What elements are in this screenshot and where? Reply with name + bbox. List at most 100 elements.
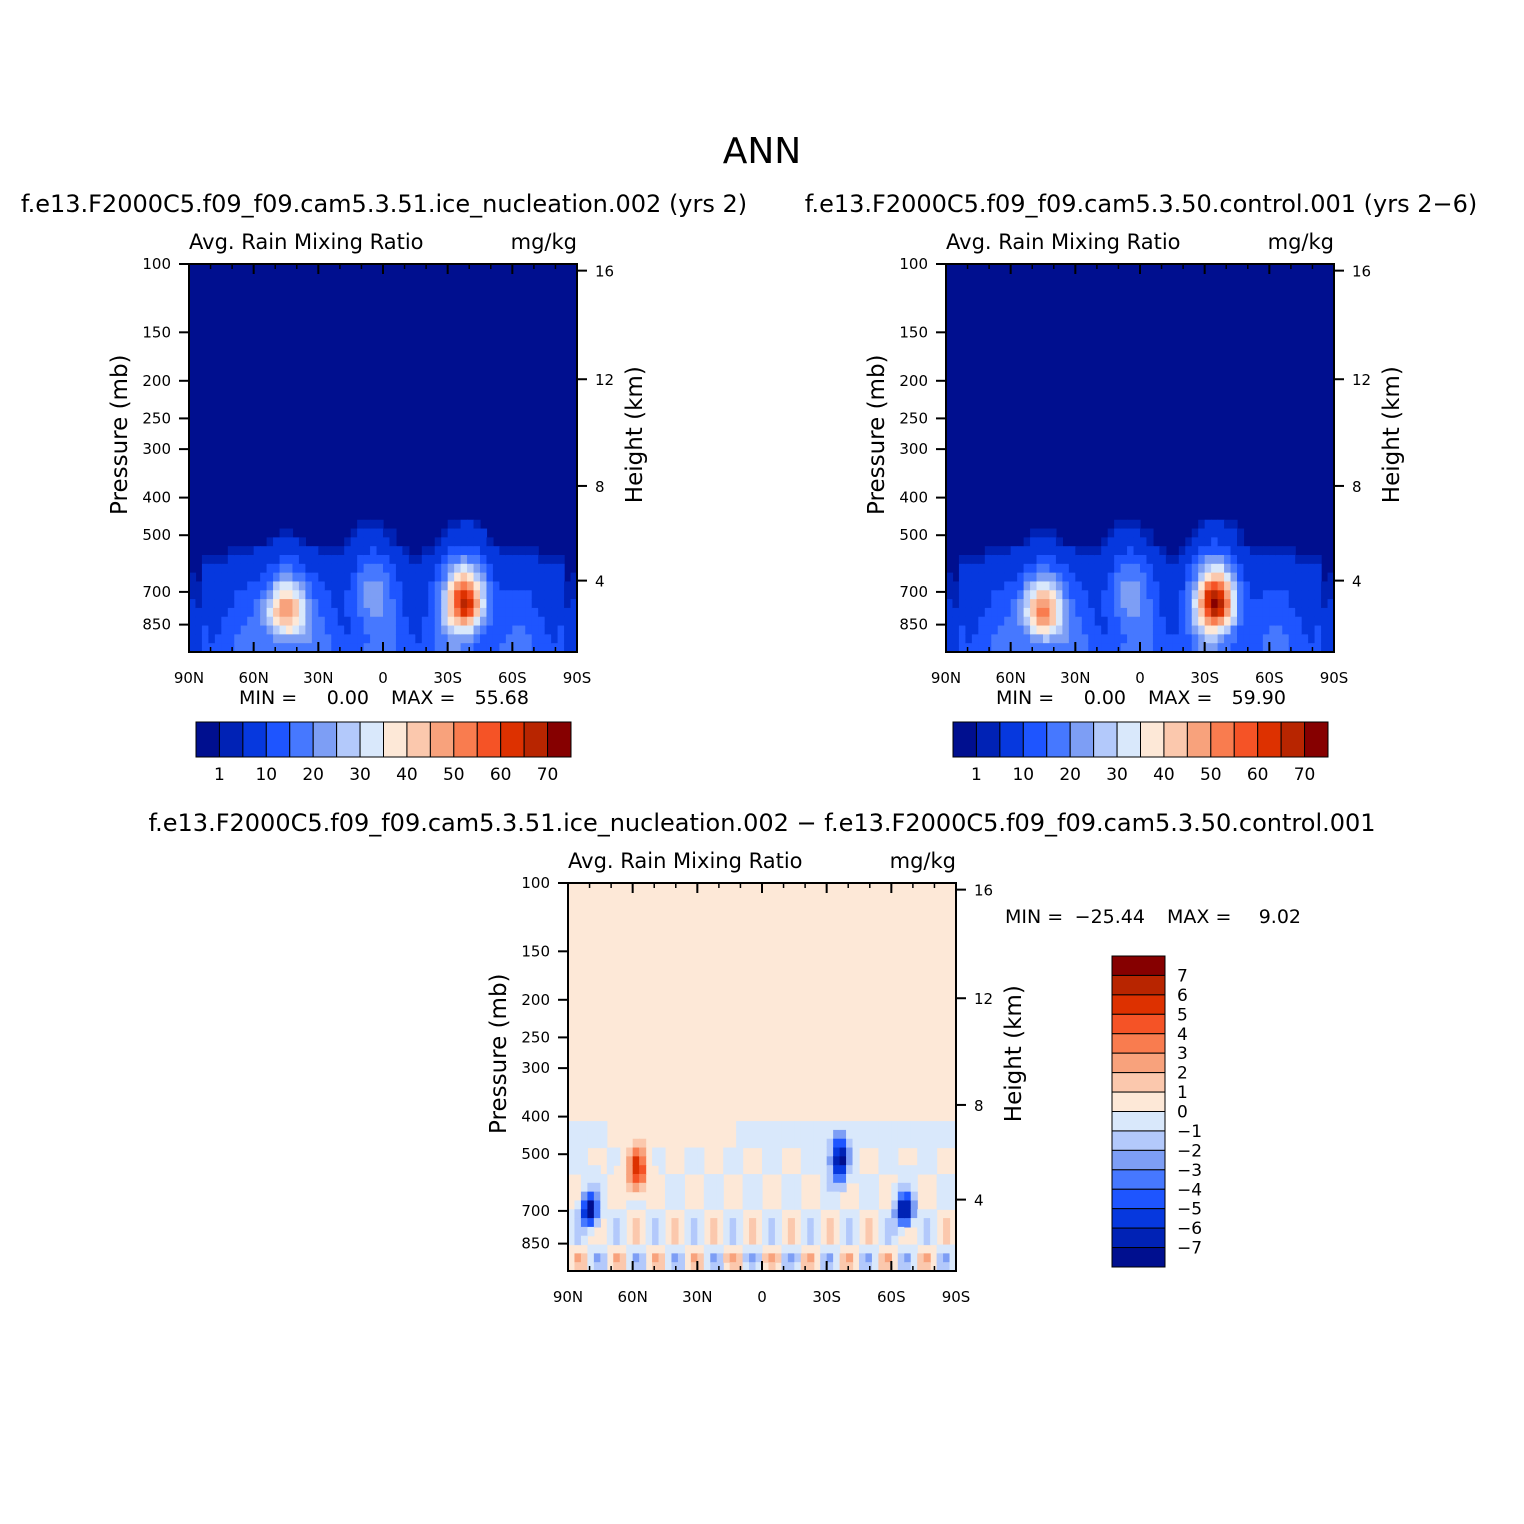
contour-cell [324,563,332,574]
contour-cell [587,1191,595,1202]
contour-cell [441,599,449,609]
colorbar-box [1280,721,1306,758]
contour-cell [318,563,326,574]
contour-cell [749,1182,757,1193]
contour-cell [434,599,442,609]
contour-cell [1055,607,1063,618]
contour-cell [1269,616,1277,627]
contour-cell [318,572,326,583]
contour-cell [421,625,429,635]
contour-cell [208,616,216,627]
contour-cell [1256,590,1264,600]
contour-cell [1314,616,1322,627]
contour-cell [1140,537,1148,547]
contour-cell [551,599,559,609]
contour-cell [531,590,539,600]
contour-cell [240,581,248,591]
contour-cell [221,607,229,618]
contour-cell [997,555,1005,565]
contour-cell [1055,537,1063,547]
contour-cell [1269,599,1277,609]
contour-cell [415,555,423,565]
contour-cell [593,1253,601,1263]
contour-cell [943,1262,951,1272]
contour-cell [1152,599,1160,609]
contour-cell [1211,563,1219,574]
contour-cell [904,1129,912,1140]
contour-cell [997,616,1005,627]
contour-cell [544,616,552,627]
contour-cell [587,1174,595,1184]
contour-cell [697,1156,705,1166]
contour-cell [978,607,986,618]
contour-cell [587,1253,595,1263]
contour-cell [1010,643,1018,653]
contour-cell [570,581,578,591]
contour-cell [807,1235,815,1246]
contour-cell [991,563,999,574]
contour-cell [279,616,287,627]
contour-cell [1101,616,1109,627]
contour-cell [665,1262,673,1272]
contour-cell [1295,555,1303,565]
contour-cell [344,643,352,653]
colorbar-box [1069,721,1095,758]
contour-cell [1308,555,1316,565]
contour-cell [292,572,300,583]
contour-cell [1023,599,1031,609]
contour-cell [208,625,216,635]
contour-cell [460,599,468,609]
contour-cell [839,1174,847,1184]
contour-cell [260,546,268,556]
contour-cell [971,563,979,574]
contour-cell [208,599,216,609]
contour-cell [593,1129,601,1140]
contour-cell [1198,599,1206,609]
contour-cell [1172,616,1180,627]
contour-cell [1017,599,1025,609]
contour-cell [984,563,992,574]
contour-cell [402,581,410,591]
contour-cell [1088,599,1096,609]
contour-cell [1081,634,1089,644]
contour-cell [1049,528,1057,538]
contour-cell [1301,590,1309,600]
contour-cell [227,555,235,565]
contour-cell [415,590,423,600]
contour-cell [936,1129,944,1140]
contour-cell [736,1253,744,1263]
contour-cell [978,563,986,574]
contour-cell [273,572,281,583]
contour-cell [383,528,391,538]
contour-cell [266,634,274,644]
contour-cell [266,590,274,600]
contour-cell [807,1209,815,1219]
contour-cell [1282,581,1290,591]
contour-cell [201,555,209,565]
contour-cell [729,1218,737,1228]
y2-tick-label: 4 [595,573,605,591]
contour-cell [1191,599,1199,609]
contour-cell [467,546,475,556]
contour-cell [512,555,520,565]
contour-cell [480,616,488,627]
contour-cell [639,1200,647,1210]
colorbar-box [1257,721,1282,758]
contour-cell [505,625,513,635]
contour-cell [613,1209,621,1219]
units-label: mg/kg [890,849,956,873]
contour-cell [195,581,203,591]
contour-cell [370,581,378,591]
contour-cell [917,1226,925,1237]
contour-cell [710,1182,718,1193]
contour-cell [1198,572,1206,583]
contour-cell [1159,607,1167,618]
y2-tick-label: 12 [1352,371,1371,389]
contour-cell [787,1244,795,1254]
contour-cell [1185,590,1193,600]
contour-cell [538,581,546,591]
contour-cell [568,1218,576,1228]
contour-cell [1295,607,1303,618]
contour-cell [1081,555,1089,565]
contour-cell [1004,546,1012,556]
